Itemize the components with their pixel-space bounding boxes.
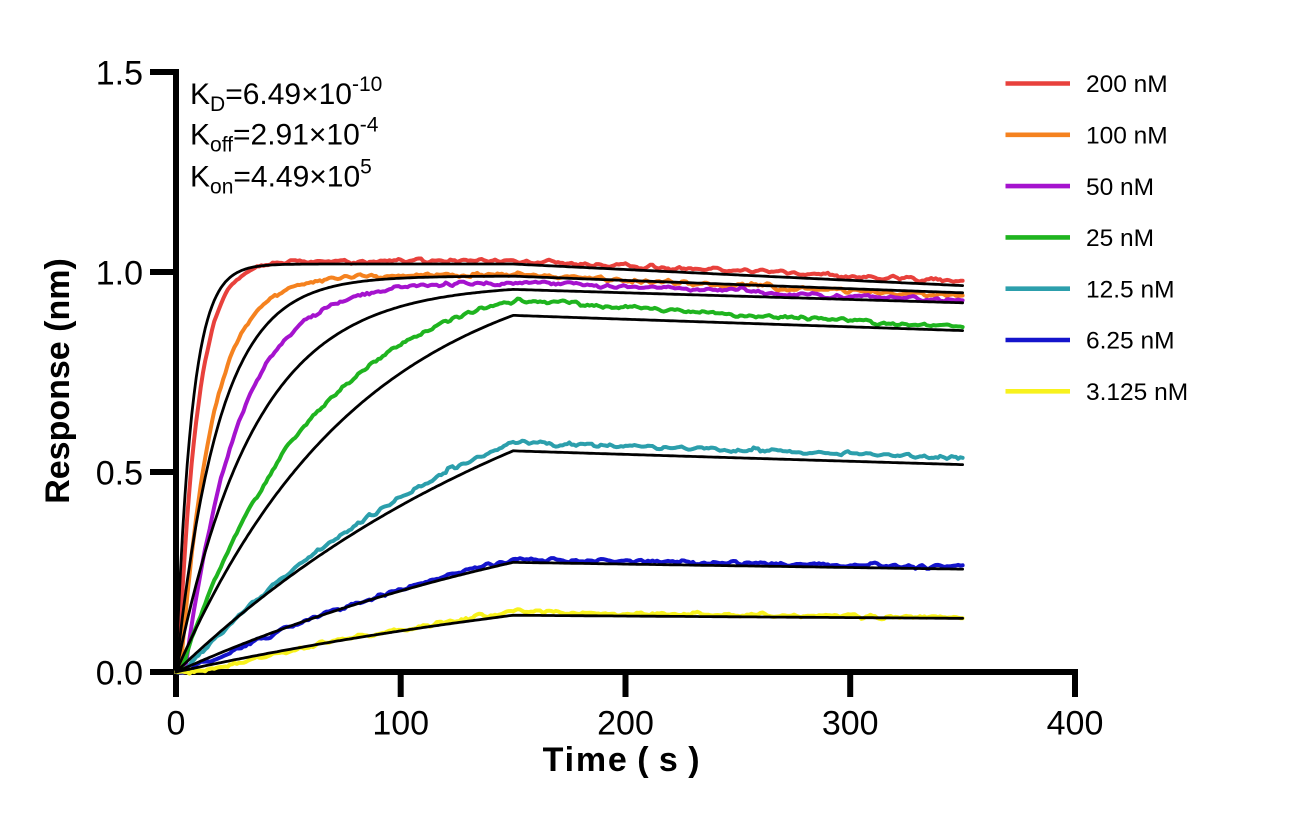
- svg-text:3.125 nM: 3.125 nM: [1086, 379, 1188, 406]
- svg-text:200 nM: 200 nM: [1086, 71, 1168, 98]
- svg-text:12.5 nM: 12.5 nM: [1086, 276, 1175, 303]
- svg-text:300: 300: [822, 705, 879, 743]
- svg-text:1.5: 1.5: [96, 54, 143, 92]
- svg-text:1.0: 1.0: [96, 254, 143, 292]
- svg-text:200: 200: [597, 705, 654, 743]
- svg-text:100: 100: [372, 705, 429, 743]
- svg-text:Response (nm): Response (nm): [39, 258, 77, 504]
- svg-text:50 nM: 50 nM: [1086, 174, 1154, 201]
- svg-text:25 nM: 25 nM: [1086, 225, 1154, 252]
- svg-text:0.5: 0.5: [96, 454, 143, 492]
- svg-text:Time ( s ): Time ( s ): [543, 741, 702, 779]
- svg-text:400: 400: [1047, 705, 1104, 743]
- svg-text:6.25 nM: 6.25 nM: [1086, 328, 1175, 355]
- svg-text:0.0: 0.0: [96, 654, 143, 692]
- svg-text:0: 0: [167, 705, 186, 743]
- svg-text:100 nM: 100 nM: [1086, 123, 1168, 150]
